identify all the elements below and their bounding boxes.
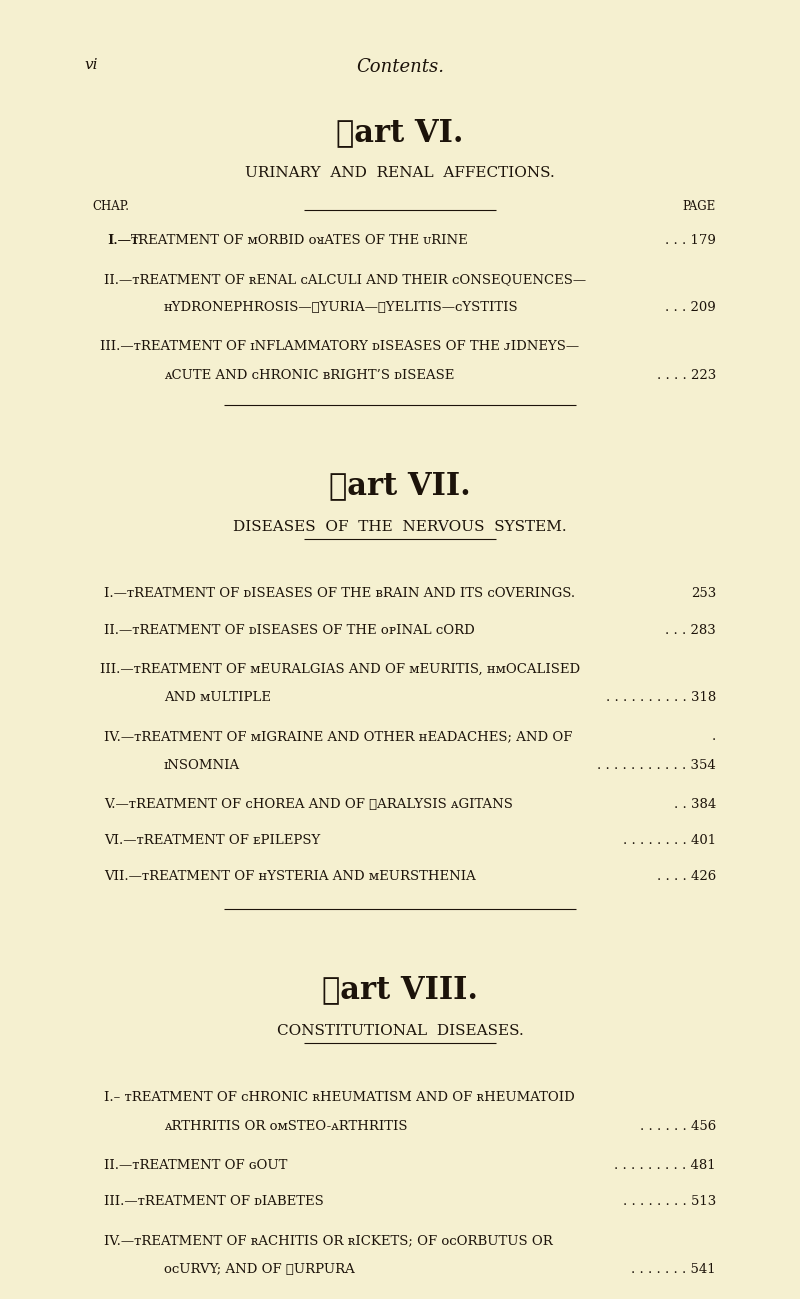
Text: .: . [712, 730, 716, 743]
Text: II.—ᴛREATMENT OF ʀENAL ᴄALCULI AND THEIR ᴄONSEQUENCES—: II.—ᴛREATMENT OF ʀENAL ᴄALCULI AND THEIR… [104, 273, 586, 286]
Text: ᴀCUTE AND ᴄHRONIC ʙRIGHT’S ᴅISEASE: ᴀCUTE AND ᴄHRONIC ʙRIGHT’S ᴅISEASE [164, 369, 454, 382]
Text: URINARY  AND  RENAL  AFFECTIONS.: URINARY AND RENAL AFFECTIONS. [245, 166, 555, 181]
Text: . . . 209: . . . 209 [666, 301, 716, 314]
Text: I.—ᴛREATMENT OF ᴅISEASES OF THE ʙRAIN AND ITS ᴄOVERINGS.: I.—ᴛREATMENT OF ᴅISEASES OF THE ʙRAIN AN… [104, 587, 575, 600]
Text: ℙart VI.: ℙart VI. [336, 117, 464, 148]
Text: . . . . . . . . . . 318: . . . . . . . . . . 318 [606, 691, 716, 704]
Text: . . . . . . . . 401: . . . . . . . . 401 [623, 834, 716, 847]
Text: . . . . . . . 541: . . . . . . . 541 [631, 1263, 716, 1276]
Text: IV.—ᴛREATMENT OF ᴍIGRAINE AND OTHER ʜEADACHES; AND OF: IV.—ᴛREATMENT OF ᴍIGRAINE AND OTHER ʜEAD… [104, 730, 572, 743]
Text: 253: 253 [690, 587, 716, 600]
Text: PAGE: PAGE [682, 200, 716, 213]
Text: II.—ᴛREATMENT OF ᴅISEASES OF THE ᴏᴘINAL ᴄORD: II.—ᴛREATMENT OF ᴅISEASES OF THE ᴏᴘINAL … [104, 624, 474, 637]
Text: VI.—ᴛREATMENT OF ᴇPILEPSY: VI.—ᴛREATMENT OF ᴇPILEPSY [104, 834, 320, 847]
Text: VII.—ᴛREATMENT OF ʜYSTERIA AND ᴍEURSTHENIA: VII.—ᴛREATMENT OF ʜYSTERIA AND ᴍEURSTHEN… [104, 870, 476, 883]
Text: ᴀRTHRITIS OR ᴏᴍSTEO-ᴀRTHRITIS: ᴀRTHRITIS OR ᴏᴍSTEO-ᴀRTHRITIS [164, 1120, 407, 1133]
Text: ɪNSOMNIA: ɪNSOMNIA [164, 759, 240, 772]
Text: . . . . . . 456: . . . . . . 456 [640, 1120, 716, 1133]
Text: . . . . 223: . . . . 223 [657, 369, 716, 382]
Text: CHAP.: CHAP. [92, 200, 129, 213]
Text: ℙart VII.: ℙart VII. [329, 470, 471, 501]
Text: vi: vi [84, 58, 98, 73]
Text: . . . . . . . . 513: . . . . . . . . 513 [622, 1195, 716, 1208]
Text: DISEASES  OF  THE  NERVOUS  SYSTEM.: DISEASES OF THE NERVOUS SYSTEM. [233, 520, 567, 534]
Text: AND ᴍULTIPLE: AND ᴍULTIPLE [164, 691, 271, 704]
Text: ᴏᴄURVY; AND OF ᪐URPURA: ᴏᴄURVY; AND OF ᪐URPURA [164, 1263, 354, 1276]
Text: . . . . 426: . . . . 426 [657, 870, 716, 883]
Text: I.—T: I.—T [108, 234, 140, 247]
Text: CONSTITUTIONAL  DISEASES.: CONSTITUTIONAL DISEASES. [277, 1024, 523, 1038]
Text: . . . 283: . . . 283 [666, 624, 716, 637]
Text: ℙart VIII.: ℙart VIII. [322, 974, 478, 1005]
Text: IV.—ᴛREATMENT OF ʀACHITIS OR ʀICKETS; OF ᴏᴄORBUTUS OR: IV.—ᴛREATMENT OF ʀACHITIS OR ʀICKETS; OF… [104, 1234, 553, 1247]
Text: I.—ᴛREATMENT OF ᴍORBID ᴏᴚATES OF THE ᴜRINE: I.—ᴛREATMENT OF ᴍORBID ᴏᴚATES OF THE ᴜRI… [108, 234, 468, 247]
Text: III.—ᴛREATMENT OF ᴍEURALGIAS AND OF ᴍEURITIS, ʜᴍOCALISED: III.—ᴛREATMENT OF ᴍEURALGIAS AND OF ᴍEUR… [100, 662, 580, 675]
Text: Contents.: Contents. [356, 58, 444, 77]
Text: ʜYDRONEPHROSIS—᪐YURIA—᪐YELITIS—ᴄYSTITIS: ʜYDRONEPHROSIS—᪐YURIA—᪐YELITIS—ᴄYSTITIS [164, 301, 518, 314]
Text: . . . . . . . . . . . 354: . . . . . . . . . . . 354 [598, 759, 716, 772]
Text: . . . 179: . . . 179 [665, 234, 716, 247]
Text: III.—ᴛREATMENT OF ɪNFLAMMATORY ᴅISEASES OF THE ᴊIDNEYS—: III.—ᴛREATMENT OF ɪNFLAMMATORY ᴅISEASES … [100, 340, 579, 353]
Text: II.—ᴛREATMENT OF ɢOUT: II.—ᴛREATMENT OF ɢOUT [104, 1159, 287, 1172]
Text: I.– ᴛREATMENT OF ᴄHRONIC ʀHEUMATISM AND OF ʀHEUMATOID: I.– ᴛREATMENT OF ᴄHRONIC ʀHEUMATISM AND … [104, 1091, 574, 1104]
Text: III.—ᴛREATMENT OF ᴅIABETES: III.—ᴛREATMENT OF ᴅIABETES [104, 1195, 324, 1208]
Text: . . . . . . . . . 481: . . . . . . . . . 481 [614, 1159, 716, 1172]
Text: V.—ᴛREATMENT OF ᴄHOREA AND OF ᪐ARALYSIS ᴀGITANS: V.—ᴛREATMENT OF ᴄHOREA AND OF ᪐ARALYSIS … [104, 798, 513, 811]
Text: . . 384: . . 384 [674, 798, 716, 811]
